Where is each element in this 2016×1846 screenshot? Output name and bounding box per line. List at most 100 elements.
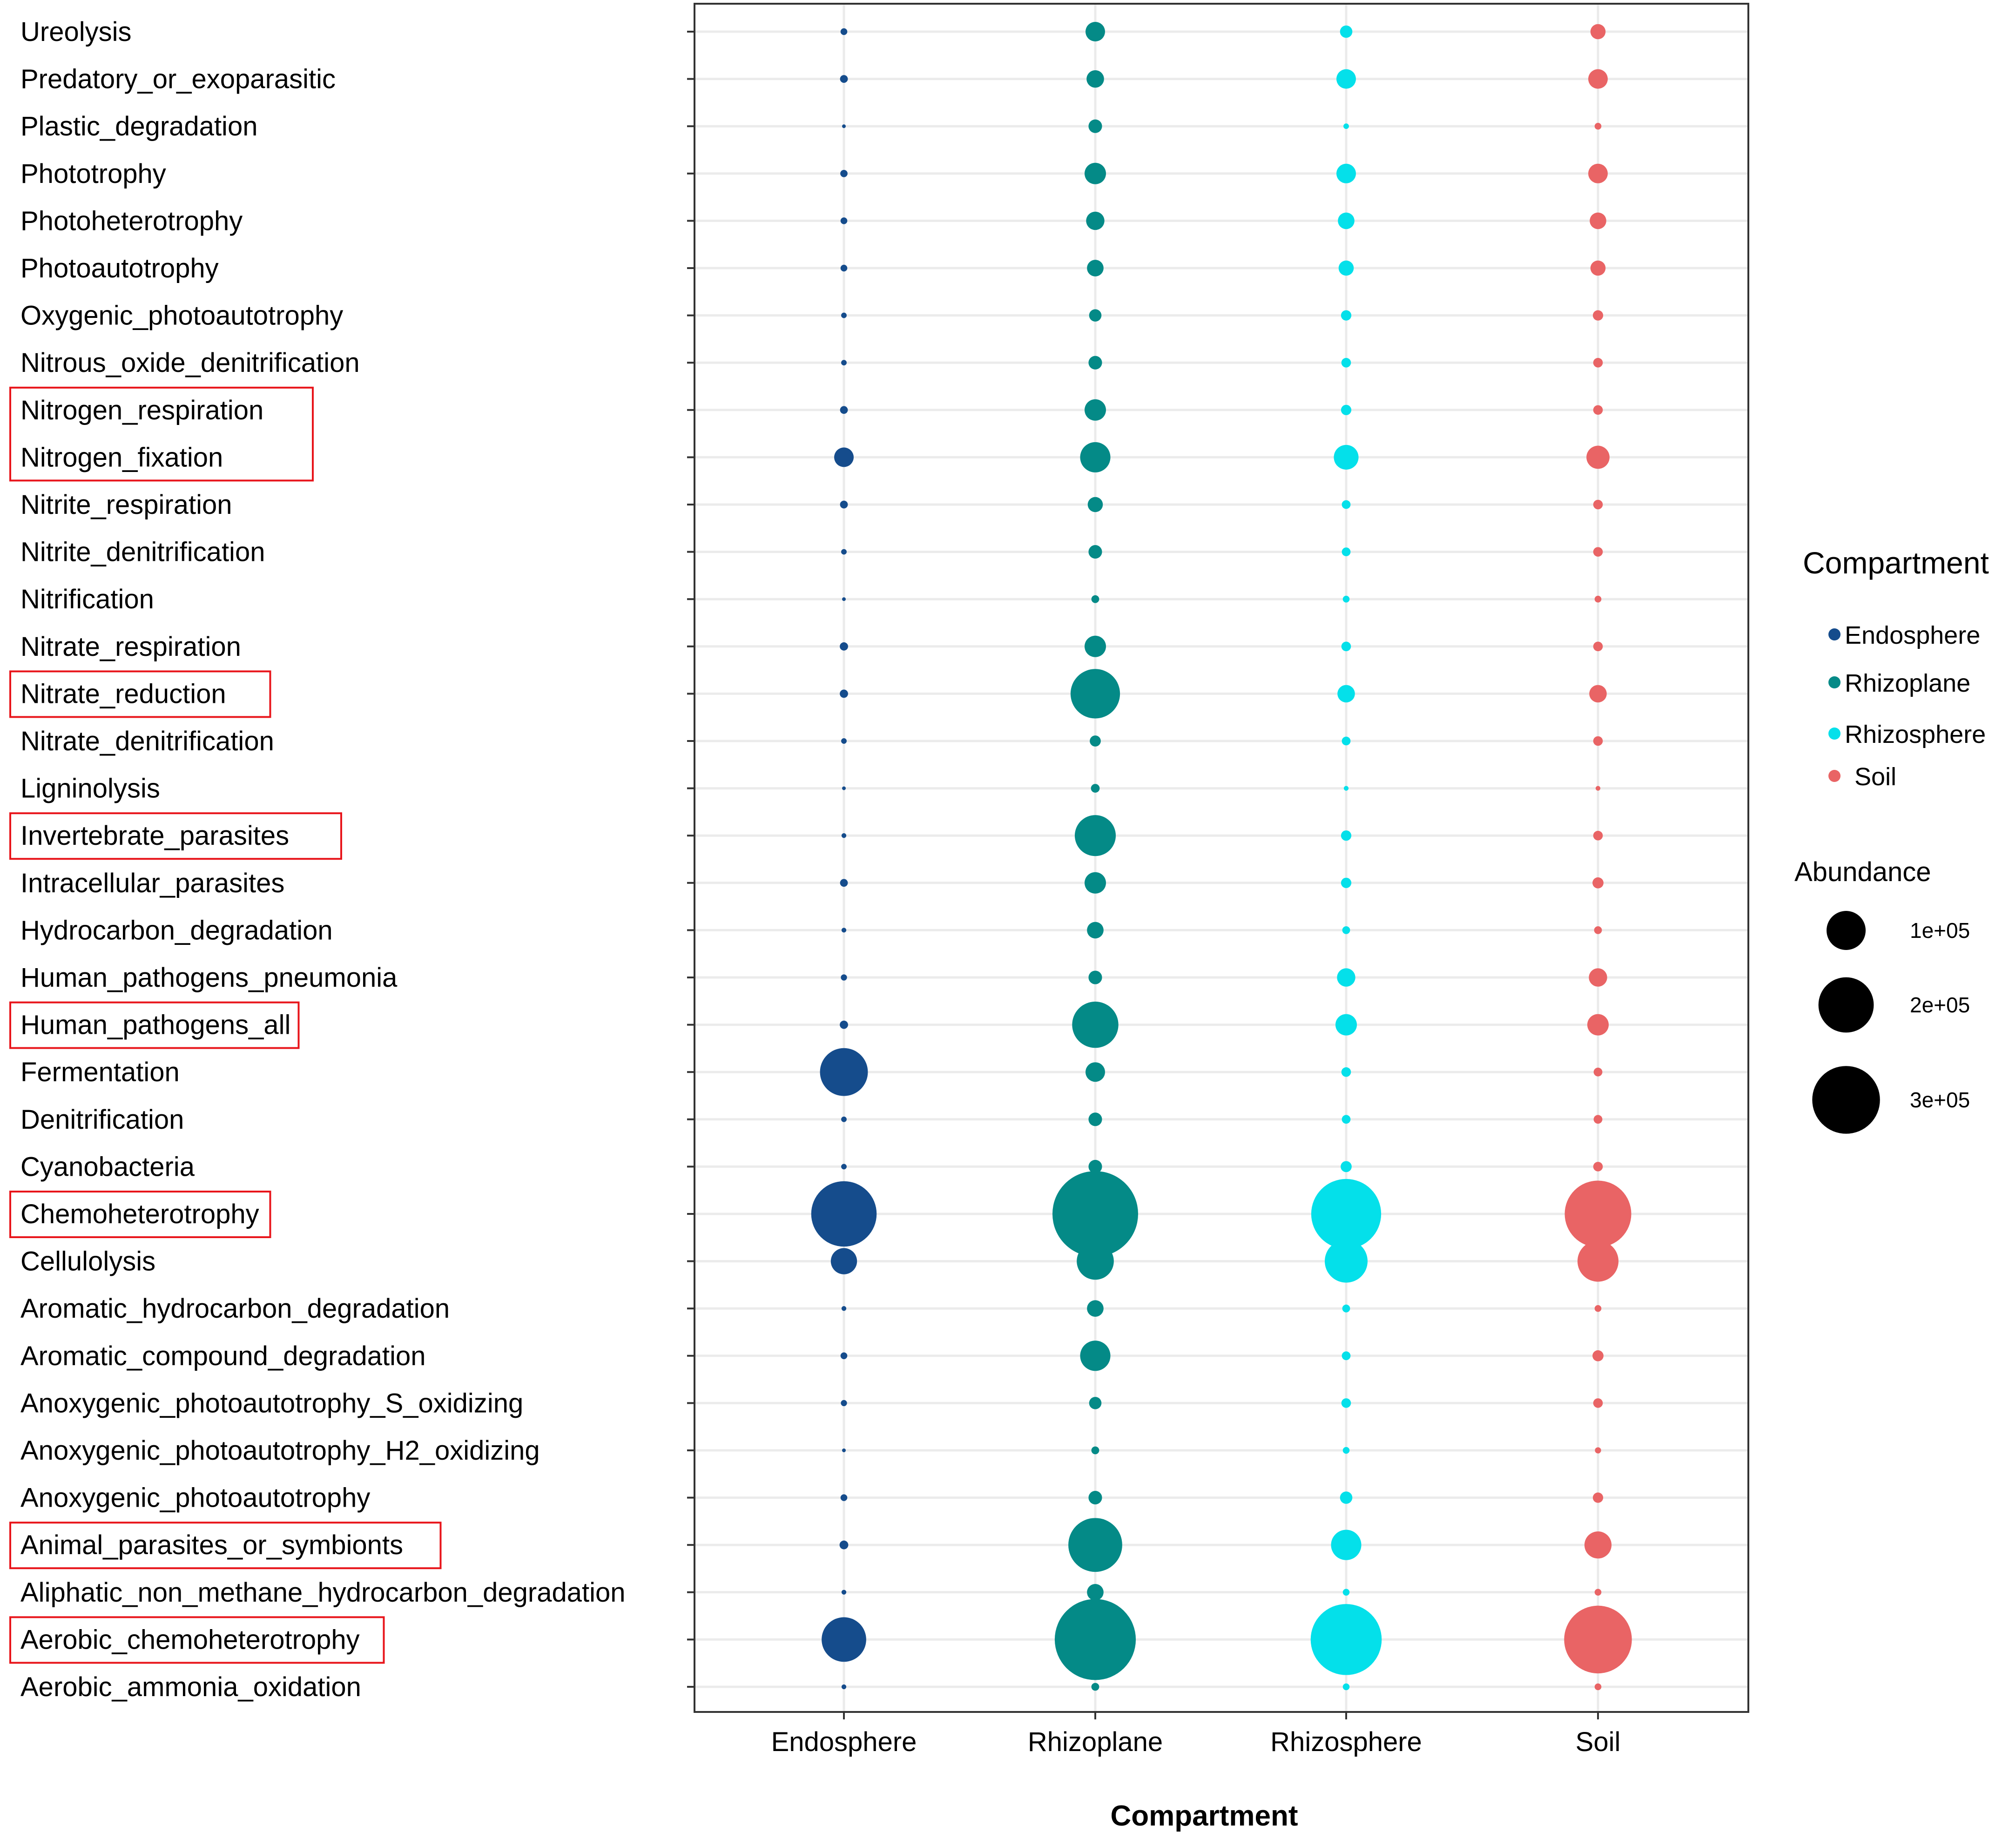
legend: Compartment Endosphere Rhizoplane Rhizosph…: [1794, 546, 1989, 1134]
bubble-rhizosphere: [1325, 1240, 1368, 1283]
bubble-soil: [1588, 163, 1608, 183]
bubble-endosphere: [840, 75, 848, 83]
highlight-box: [9, 670, 271, 718]
bubble-rhizosphere: [1341, 357, 1351, 368]
bubble-soil: [1577, 1240, 1619, 1282]
bubble-rhizosphere: [1342, 595, 1350, 603]
bubble-endosphere: [840, 642, 848, 651]
bubble-rhizoplane: [1087, 497, 1103, 512]
y-tick-label: Nitrogen_respiration: [20, 395, 263, 425]
bubble-soil: [1593, 736, 1603, 746]
bubble-rhizoplane: [1089, 309, 1102, 322]
y-tick-label: Aromatic_compound_degradation: [20, 1341, 426, 1371]
bubble-rhizoplane: [1052, 1171, 1138, 1257]
bubble-rhizoplane: [1077, 1242, 1114, 1280]
bubble-endosphere: [840, 217, 848, 224]
bubble-soil: [1595, 1447, 1601, 1454]
bubble-rhizosphere: [1342, 1351, 1351, 1361]
bubble-rhizoplane: [1088, 356, 1102, 370]
bubble-endosphere: [842, 1449, 846, 1452]
y-tick-label: Aerobic_chemoheterotrophy: [20, 1624, 360, 1655]
bubble-rhizoplane: [1088, 1491, 1102, 1505]
axis-ticks: [687, 31, 1599, 1719]
bubble-soil: [1595, 786, 1601, 791]
bubble-rhizosphere: [1341, 877, 1352, 888]
bubble-soil: [1593, 357, 1603, 368]
bubble-endosphere: [841, 833, 847, 838]
x-tick-label-rhizosphere: Rhizosphere: [1270, 1727, 1422, 1757]
bubble-soil: [1593, 547, 1603, 557]
bubble-rhizoplane: [1085, 399, 1106, 421]
bubble-endosphere: [841, 928, 847, 933]
legend-size-entries: 1e+05 2e+05 3e+05: [1812, 911, 1970, 1134]
bubble-rhizosphere: [1343, 123, 1349, 129]
bubble-soil: [1586, 445, 1610, 469]
bubble-endosphere: [841, 1116, 847, 1122]
y-tick-label: Aliphatic_non_methane_hydrocarbon_degrad…: [20, 1577, 626, 1608]
legend-label-rhizosphere: Rhizosphere: [1845, 721, 1986, 748]
bubble-soil: [1593, 1067, 1603, 1077]
bubble-rhizosphere: [1341, 310, 1352, 321]
bubble-endosphere: [822, 1617, 866, 1662]
bubble-endosphere: [841, 1306, 847, 1311]
bubble-rhizoplane: [1054, 1599, 1136, 1680]
bubble-endosphere: [840, 169, 848, 177]
bubble-rhizoplane: [1091, 784, 1100, 793]
legend-label-rhizoplane: Rhizoplane: [1845, 669, 1970, 697]
bubble-rhizoplane: [1080, 442, 1111, 472]
bubble-rhizosphere: [1342, 547, 1351, 556]
bubble-rhizosphere: [1342, 1115, 1351, 1124]
legend-size-label: 3e+05: [1910, 1088, 1970, 1112]
y-tick-label: Anoxygenic_photoautotrophy_H2_oxidizing: [20, 1435, 540, 1466]
bubble-soil: [1592, 1350, 1604, 1361]
bubble-soil: [1588, 69, 1608, 89]
bubble-rhizoplane: [1088, 1159, 1102, 1173]
bubble-endosphere: [841, 974, 847, 981]
highlight-box: [9, 1001, 300, 1049]
bubble-rhizoplane: [1087, 922, 1104, 939]
bubble-endosphere: [820, 1048, 868, 1096]
bubble-soil: [1590, 212, 1606, 229]
bubble-soil: [1593, 1115, 1603, 1124]
bubble-rhizosphere: [1336, 69, 1356, 89]
highlight-boxes: [9, 386, 442, 1664]
highlight-box: [9, 1522, 442, 1570]
y-tick-label: Intracellular_parasites: [20, 868, 284, 898]
bubble-soil: [1594, 122, 1602, 130]
bubble-rhizoplane: [1091, 1446, 1099, 1455]
bubble-rhizoplane: [1085, 872, 1106, 894]
bubble-rhizosphere: [1341, 830, 1352, 841]
bubble-rhizoplane: [1091, 595, 1099, 603]
bubble-rhizosphere: [1342, 1304, 1350, 1313]
bubble-rhizoplane: [1091, 1683, 1099, 1691]
bubble-rhizoplane: [1088, 970, 1102, 984]
bubble-rhizosphere: [1331, 1529, 1362, 1560]
bubble-rhizosphere: [1342, 926, 1350, 934]
bubble-endosphere: [841, 738, 847, 744]
y-tick-label: Anoxygenic_photoautotrophy: [20, 1483, 370, 1513]
bubble-endosphere: [839, 1540, 849, 1550]
y-tick-label: Plastic_degradation: [20, 111, 257, 141]
y-tick-label: Denitrification: [20, 1105, 184, 1135]
y-tick-label: Cellulolysis: [20, 1246, 155, 1277]
bubble-soil: [1593, 1398, 1603, 1408]
bubble-rhizosphere: [1341, 404, 1352, 415]
bubble-rhizoplane: [1087, 260, 1104, 276]
x-tick-label-endosphere: Endosphere: [771, 1727, 917, 1757]
y-tick-label: Predatory_or_exoparasitic: [20, 64, 336, 94]
legend-key-soil: [1828, 770, 1841, 782]
legend-size-key: [1812, 1066, 1880, 1134]
bubble-endosphere: [840, 879, 848, 887]
y-tick-label: Nitrate_reduction: [20, 679, 226, 709]
y-tick-label: Nitrification: [20, 584, 154, 614]
bubble-endosphere: [840, 406, 848, 414]
bubble-rhizosphere: [1338, 260, 1354, 276]
bubble-rhizoplane: [1080, 1341, 1111, 1371]
bubble-rhizosphere: [1336, 163, 1356, 183]
y-tick-label: Photoautotrophy: [20, 253, 219, 283]
bubble-soil: [1564, 1180, 1632, 1247]
bubble-rhizosphere: [1342, 1683, 1350, 1691]
bubble-soil: [1593, 1162, 1603, 1172]
bubble-endosphere: [840, 28, 848, 35]
